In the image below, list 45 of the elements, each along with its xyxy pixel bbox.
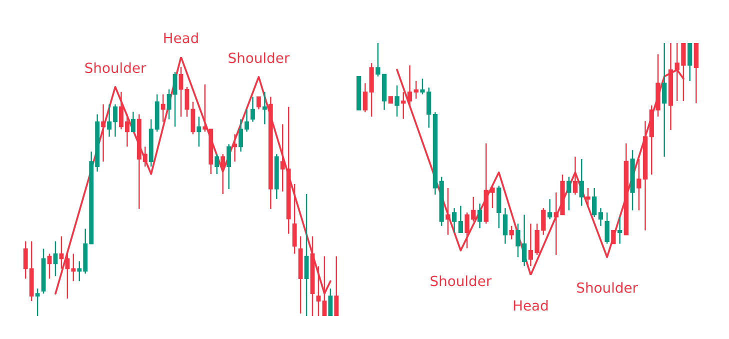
candlestick <box>502 207 508 244</box>
candlestick <box>394 84 400 118</box>
candlestick <box>452 207 457 234</box>
candlestick <box>566 176 572 211</box>
candlestick <box>636 158 642 211</box>
candlestick <box>196 116 202 148</box>
annotation: Head <box>164 32 198 44</box>
candlestick <box>292 183 297 254</box>
candlestick <box>598 207 604 227</box>
candlestick <box>220 154 226 195</box>
candlestick <box>214 154 220 175</box>
candlestick <box>376 43 380 78</box>
candlestick <box>687 43 692 82</box>
candlestick <box>334 256 339 316</box>
candlestick <box>477 202 482 229</box>
annotation: Shoulder <box>85 62 146 74</box>
candlestick <box>604 212 610 244</box>
candlestick <box>328 288 333 316</box>
candlestick <box>101 104 106 162</box>
candlestick <box>592 187 597 218</box>
candlestick <box>160 94 166 122</box>
candlestick <box>509 225 514 240</box>
candlestick <box>458 205 463 234</box>
candlestick <box>250 96 255 122</box>
candlestick <box>572 156 578 196</box>
candlestick <box>178 66 184 118</box>
candlestick <box>414 80 418 100</box>
annotation: Shoulder <box>430 275 492 286</box>
annotation: Shoulder <box>577 282 638 293</box>
candlestick <box>226 144 232 190</box>
candlestick <box>617 216 622 244</box>
candlestick <box>446 187 450 236</box>
annotation: Head <box>514 300 548 311</box>
candlestick <box>586 187 590 206</box>
candlestick <box>547 198 552 220</box>
candlestick <box>262 91 267 125</box>
candlestick <box>579 158 584 206</box>
candlestick <box>256 96 261 110</box>
candlestick <box>662 43 667 158</box>
candlestick <box>130 111 136 132</box>
candlestick <box>232 134 238 162</box>
annotation: Shoulder <box>228 52 290 64</box>
candlestick <box>304 193 309 316</box>
candlestick <box>401 91 406 120</box>
candlestick <box>35 288 40 316</box>
